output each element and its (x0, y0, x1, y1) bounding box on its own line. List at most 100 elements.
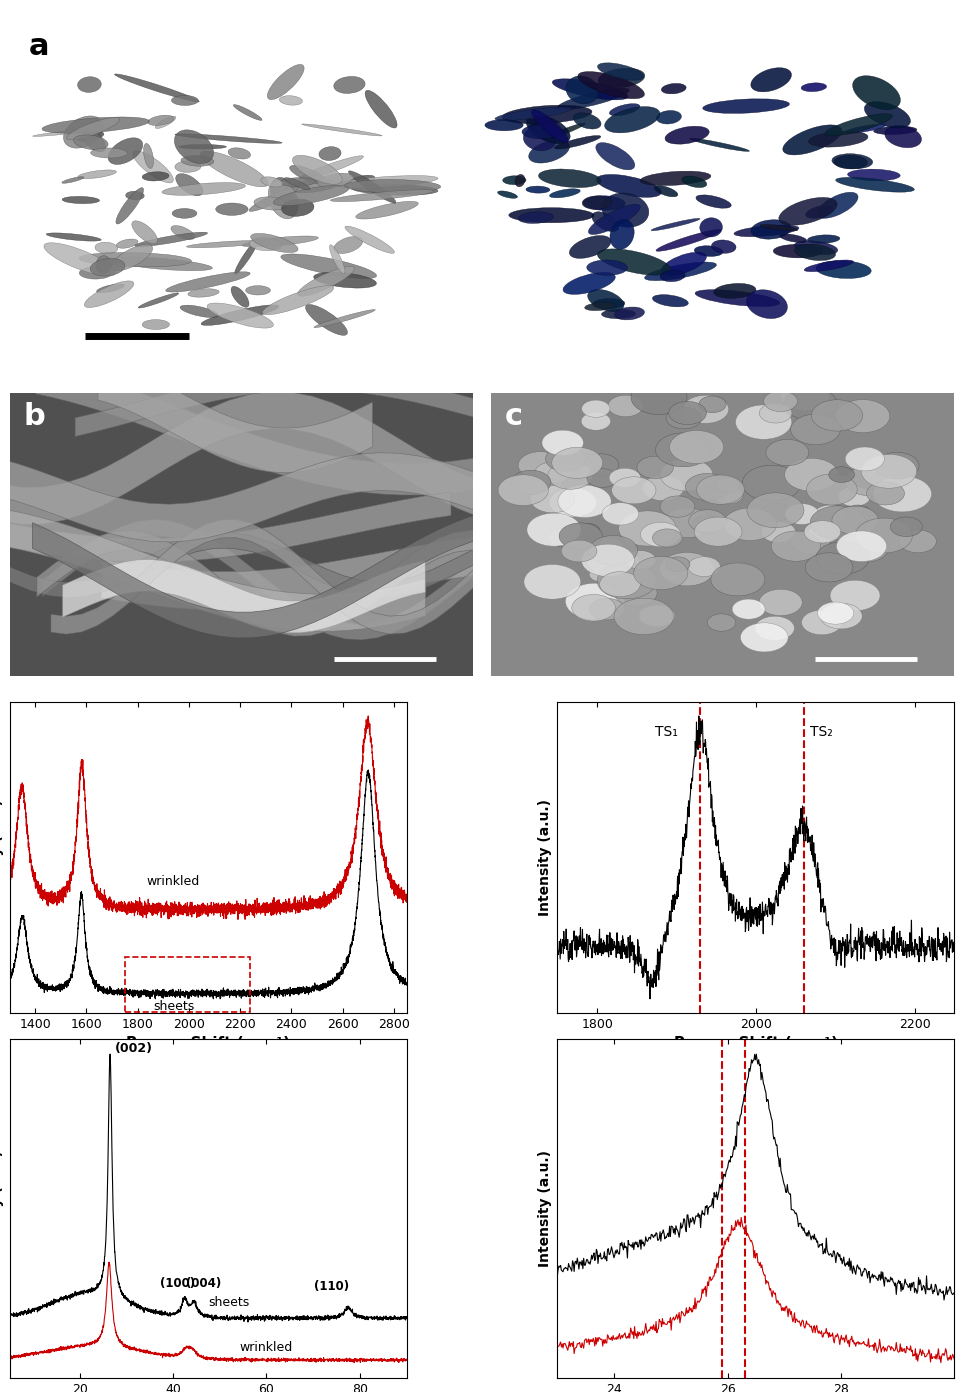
Ellipse shape (84, 281, 134, 308)
Ellipse shape (175, 174, 203, 196)
Circle shape (609, 468, 641, 487)
Y-axis label: Intensity (a.u.): Intensity (a.u.) (538, 799, 551, 916)
Polygon shape (42, 519, 504, 640)
Ellipse shape (847, 170, 900, 181)
Circle shape (600, 572, 640, 597)
Circle shape (742, 465, 801, 501)
Ellipse shape (656, 110, 682, 124)
Ellipse shape (250, 238, 281, 251)
Circle shape (669, 401, 707, 425)
Text: TS₂: TS₂ (810, 725, 833, 739)
Ellipse shape (335, 175, 438, 188)
Ellipse shape (262, 285, 334, 315)
Ellipse shape (273, 185, 349, 206)
Ellipse shape (207, 303, 274, 329)
Ellipse shape (216, 203, 248, 216)
Ellipse shape (656, 230, 721, 252)
Ellipse shape (593, 298, 625, 309)
Circle shape (535, 462, 570, 483)
Circle shape (692, 515, 722, 533)
Circle shape (670, 430, 724, 464)
Circle shape (572, 594, 615, 621)
Ellipse shape (588, 205, 640, 234)
Circle shape (817, 603, 854, 624)
Ellipse shape (73, 135, 108, 150)
Circle shape (602, 503, 638, 525)
Circle shape (666, 406, 702, 429)
Polygon shape (63, 560, 425, 633)
Ellipse shape (873, 127, 917, 135)
Circle shape (820, 603, 862, 629)
Ellipse shape (713, 284, 756, 298)
Ellipse shape (132, 221, 157, 244)
Ellipse shape (531, 110, 568, 143)
Circle shape (715, 477, 739, 493)
Ellipse shape (554, 135, 601, 149)
Circle shape (804, 521, 841, 543)
Ellipse shape (502, 106, 592, 124)
Y-axis label: Intensity (a.u.): Intensity (a.u.) (0, 799, 4, 916)
Ellipse shape (345, 226, 394, 253)
Ellipse shape (111, 245, 152, 271)
Ellipse shape (117, 239, 138, 248)
Ellipse shape (834, 156, 868, 168)
Text: a: a (29, 32, 49, 61)
Ellipse shape (502, 175, 526, 185)
Circle shape (587, 537, 626, 561)
Ellipse shape (696, 195, 732, 209)
Circle shape (755, 617, 794, 640)
Ellipse shape (563, 273, 615, 294)
Circle shape (548, 462, 593, 489)
Ellipse shape (779, 198, 837, 226)
Ellipse shape (485, 120, 523, 131)
Y-axis label: Intensity (a.u.): Intensity (a.u.) (538, 1150, 551, 1267)
Ellipse shape (246, 285, 271, 295)
Ellipse shape (270, 177, 293, 206)
Circle shape (608, 395, 643, 416)
Ellipse shape (298, 156, 363, 180)
Circle shape (656, 433, 711, 466)
Circle shape (845, 466, 893, 496)
Polygon shape (0, 533, 525, 597)
Circle shape (723, 508, 777, 540)
X-axis label: Raman Shift (cm⁻¹): Raman Shift (cm⁻¹) (126, 1037, 290, 1051)
Ellipse shape (734, 226, 799, 237)
Text: (004): (004) (186, 1276, 221, 1290)
Ellipse shape (46, 232, 101, 241)
Ellipse shape (495, 107, 572, 121)
Ellipse shape (96, 256, 111, 273)
Ellipse shape (352, 184, 438, 195)
Ellipse shape (583, 196, 626, 210)
Ellipse shape (602, 193, 649, 227)
Circle shape (740, 622, 789, 651)
Circle shape (581, 544, 634, 576)
Ellipse shape (174, 134, 282, 143)
Ellipse shape (552, 79, 628, 100)
Ellipse shape (79, 252, 192, 267)
Ellipse shape (609, 103, 640, 116)
Circle shape (762, 504, 790, 522)
Ellipse shape (313, 273, 377, 288)
Ellipse shape (577, 71, 645, 99)
Polygon shape (98, 355, 372, 473)
Ellipse shape (302, 124, 382, 136)
Ellipse shape (347, 175, 375, 187)
Ellipse shape (180, 305, 219, 317)
Circle shape (697, 475, 744, 504)
Circle shape (575, 523, 600, 539)
Circle shape (875, 452, 919, 479)
Circle shape (660, 496, 695, 518)
Ellipse shape (334, 77, 365, 93)
Ellipse shape (174, 129, 214, 163)
Circle shape (527, 514, 581, 546)
Ellipse shape (695, 290, 780, 306)
Circle shape (829, 466, 854, 483)
Circle shape (561, 540, 597, 562)
Ellipse shape (570, 235, 611, 259)
Ellipse shape (281, 253, 377, 278)
Ellipse shape (604, 107, 660, 132)
Circle shape (614, 599, 674, 635)
Ellipse shape (817, 192, 858, 219)
Ellipse shape (91, 259, 125, 276)
Ellipse shape (528, 121, 554, 131)
